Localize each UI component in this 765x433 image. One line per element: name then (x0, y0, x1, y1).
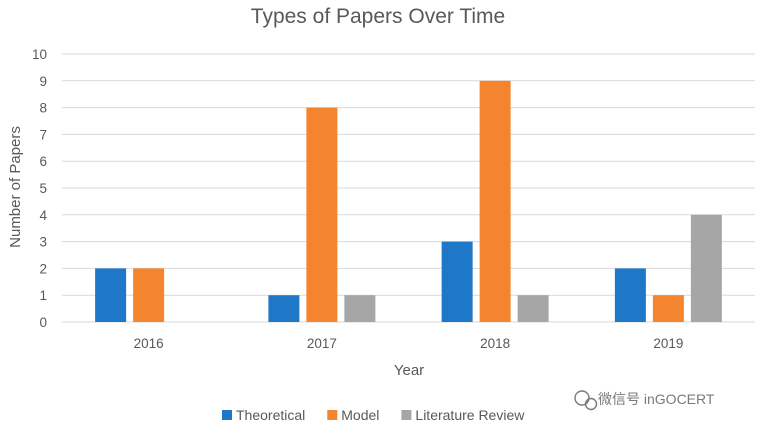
bars (95, 80, 722, 322)
bar-model-2017 (306, 107, 338, 322)
x-axis-ticks: 2016 2017 2018 2019 (134, 336, 684, 351)
y-tick-label: 7 (39, 127, 47, 142)
y-tick-label: 10 (32, 47, 47, 62)
bar-model-2019 (652, 295, 684, 322)
x-tick-label: 2019 (653, 336, 683, 351)
y-tick-label: 0 (39, 315, 47, 330)
chart-title: Types of Papers Over Time (251, 5, 505, 28)
y-tick-label: 9 (39, 74, 47, 89)
x-axis-title: Year (394, 362, 424, 379)
bar-theoretical-2017 (268, 295, 300, 322)
bar-theoretical-2019 (614, 268, 646, 322)
wechat-icon (574, 390, 598, 411)
bar-literature-review-2017 (344, 295, 376, 322)
y-tick-label: 2 (39, 261, 47, 276)
legend: Theoretical Model Literature Review (222, 407, 525, 423)
bar-literature-review-2019 (690, 214, 722, 322)
watermark-text: 微信号 inGOCERT (598, 391, 715, 407)
watermark: 微信号 inGOCERT (574, 390, 715, 411)
bar-theoretical-2016 (95, 268, 127, 322)
y-axis-ticks: 0 1 2 3 4 5 6 7 8 9 10 (32, 47, 48, 330)
y-tick-label: 3 (39, 235, 47, 250)
legend-swatch-literature-review (401, 410, 412, 420)
y-tick-label: 4 (39, 208, 47, 223)
legend-label: Theoretical (236, 407, 305, 423)
y-tick-label: 6 (39, 154, 47, 169)
bar-literature-review-2018 (517, 295, 549, 322)
y-tick-label: 5 (39, 181, 47, 196)
x-tick-label: 2017 (307, 336, 337, 351)
bar-theoretical-2018 (441, 241, 473, 322)
legend-swatch-model (327, 410, 338, 420)
legend-label: Literature Review (415, 407, 525, 423)
x-tick-label: 2018 (480, 336, 510, 351)
legend-label: Model (341, 407, 379, 423)
y-axis-title: Number of Papers (7, 126, 24, 248)
bar-model-2018 (479, 80, 511, 322)
x-tick-label: 2016 (134, 336, 164, 351)
y-tick-label: 1 (39, 288, 47, 303)
legend-swatch-theoretical (222, 410, 232, 420)
bar-model-2016 (133, 268, 165, 322)
gridlines (62, 53, 755, 323)
y-tick-label: 8 (39, 101, 47, 116)
